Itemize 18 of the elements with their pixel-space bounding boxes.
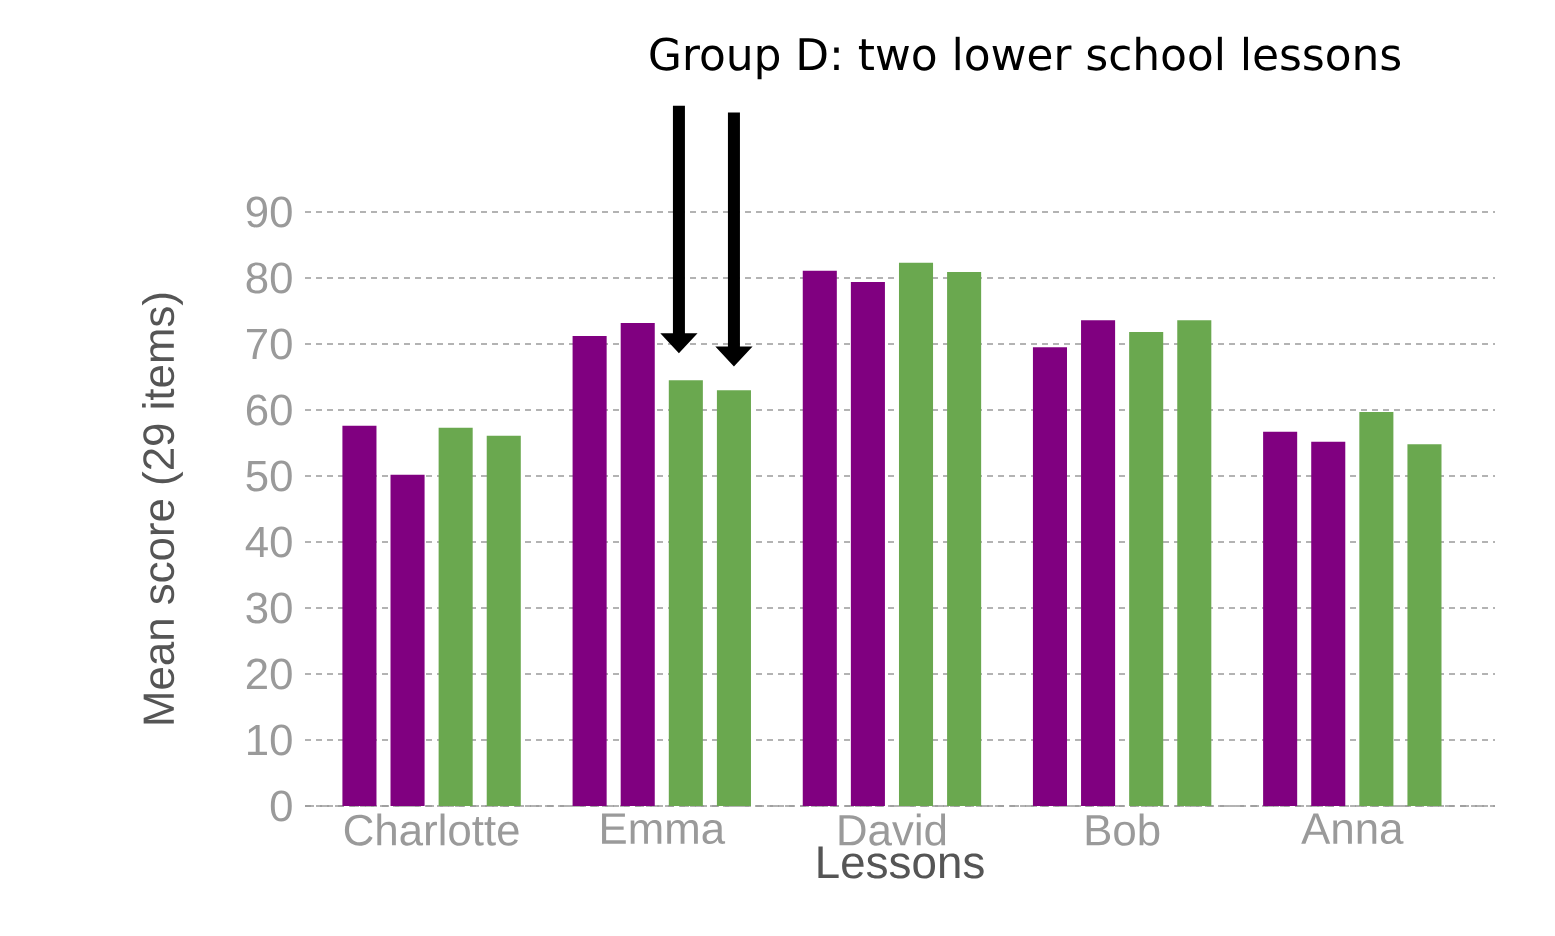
x-tick-label: Emma: [602, 813, 726, 845]
y-tick-label: 70: [246, 328, 292, 360]
y-tick-label: 90: [246, 196, 292, 228]
y-tick-label: 0: [270, 790, 292, 822]
y-tick-label: 20: [246, 658, 292, 690]
x-tick-label: Anna: [1301, 813, 1404, 845]
x-axis-title: Lessons: [818, 846, 984, 879]
y-tick-label: 40: [245, 526, 292, 558]
x-tick-label: Bob: [1086, 813, 1160, 846]
y-tick-label: 50: [246, 460, 292, 492]
x-tick-label: Charlotte: [344, 813, 519, 846]
text: Group D: two lower school lessons: [650, 36, 1401, 80]
x-tick-label: David: [839, 813, 946, 846]
y-tick-label: 60: [246, 394, 292, 426]
y-tick-label: 30: [246, 592, 292, 624]
y-tick-label: 10: [248, 724, 292, 756]
y-tick-label: 80: [246, 262, 292, 294]
y-axis-title: Mean score (29 items): [142, 293, 183, 724]
